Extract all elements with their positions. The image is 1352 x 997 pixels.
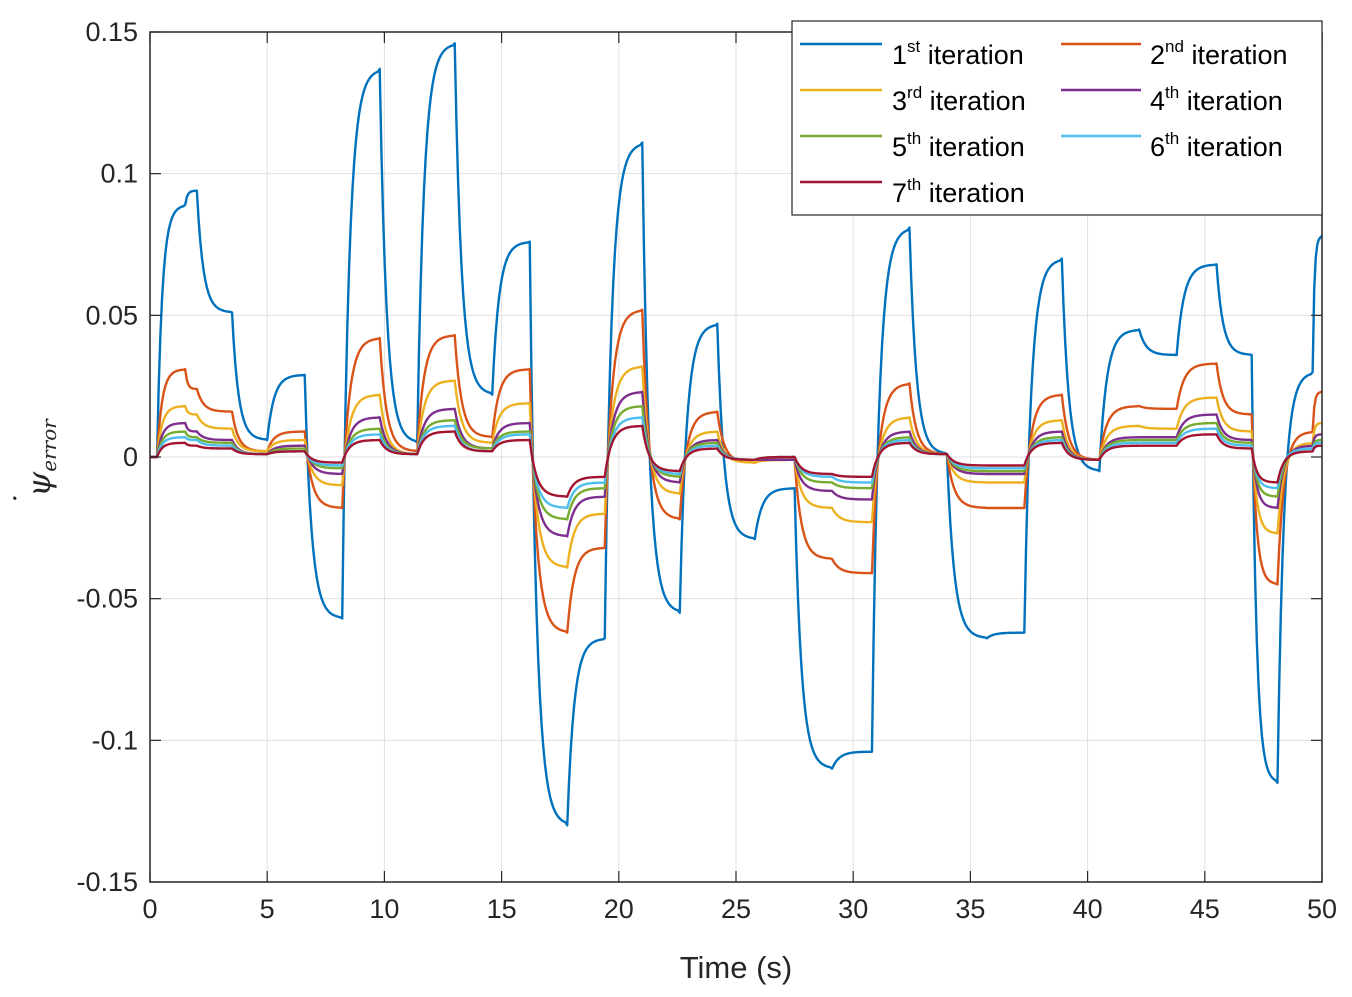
legend-label-3: 3rd iteration xyxy=(892,83,1026,116)
legend-label-6: 6th iteration xyxy=(1150,129,1283,162)
legend-label-4: 4th iteration xyxy=(1150,83,1283,116)
legend-label-7: 7th iteration xyxy=(892,175,1025,208)
y-axis-label: ψerror ˙ xyxy=(9,418,61,509)
series-line-3 xyxy=(149,365,1323,569)
series-line-1 xyxy=(149,42,1323,827)
x-tick-label: 15 xyxy=(487,894,517,924)
y-tick-label: -0.15 xyxy=(76,867,138,897)
x-tick-label: 50 xyxy=(1307,894,1337,924)
series-lines xyxy=(149,42,1323,827)
series-line-7 xyxy=(149,424,1323,498)
y-tick-label: -0.05 xyxy=(76,584,138,614)
legend-label-2: 2nd iteration xyxy=(1150,37,1288,70)
y-tick-label: 0 xyxy=(123,442,138,472)
legend: 1st iteration 2nd iteration 3rd iteration 4… xyxy=(791,20,1323,216)
y-tick-label: -0.1 xyxy=(91,725,138,755)
x-tick-label: 40 xyxy=(1073,894,1103,924)
y-tick-label: 0.15 xyxy=(85,17,138,47)
y-axis-label-base: ψ xyxy=(20,471,58,497)
x-tick-label: 0 xyxy=(142,894,157,924)
y-tick-label: 0.05 xyxy=(85,300,138,330)
x-axis-label: Time (s) xyxy=(680,950,793,985)
x-tick-label: 25 xyxy=(721,894,751,924)
x-tick-label: 5 xyxy=(260,894,275,924)
y-axis-label-sub: error xyxy=(37,418,61,472)
x-tick-label: 10 xyxy=(369,894,399,924)
x-tick-label: 30 xyxy=(838,894,868,924)
y-axis-label-dot: ˙ xyxy=(9,494,44,509)
svg-text:ψerror: ψerror xyxy=(20,418,61,497)
x-tick-label: 20 xyxy=(604,894,634,924)
legend-label-1: 1st iteration xyxy=(892,37,1024,70)
axis-ticks: 0 5 10 15 20 25 30 35 40 45 50 0.15 0.1 0.05 0 -0.05 -0.… xyxy=(76,17,1337,924)
x-tick-label: 35 xyxy=(955,894,985,924)
y-tick-label: 0.1 xyxy=(100,159,138,189)
x-tick-label: 45 xyxy=(1190,894,1220,924)
legend-label-5: 5th iteration xyxy=(892,129,1025,162)
